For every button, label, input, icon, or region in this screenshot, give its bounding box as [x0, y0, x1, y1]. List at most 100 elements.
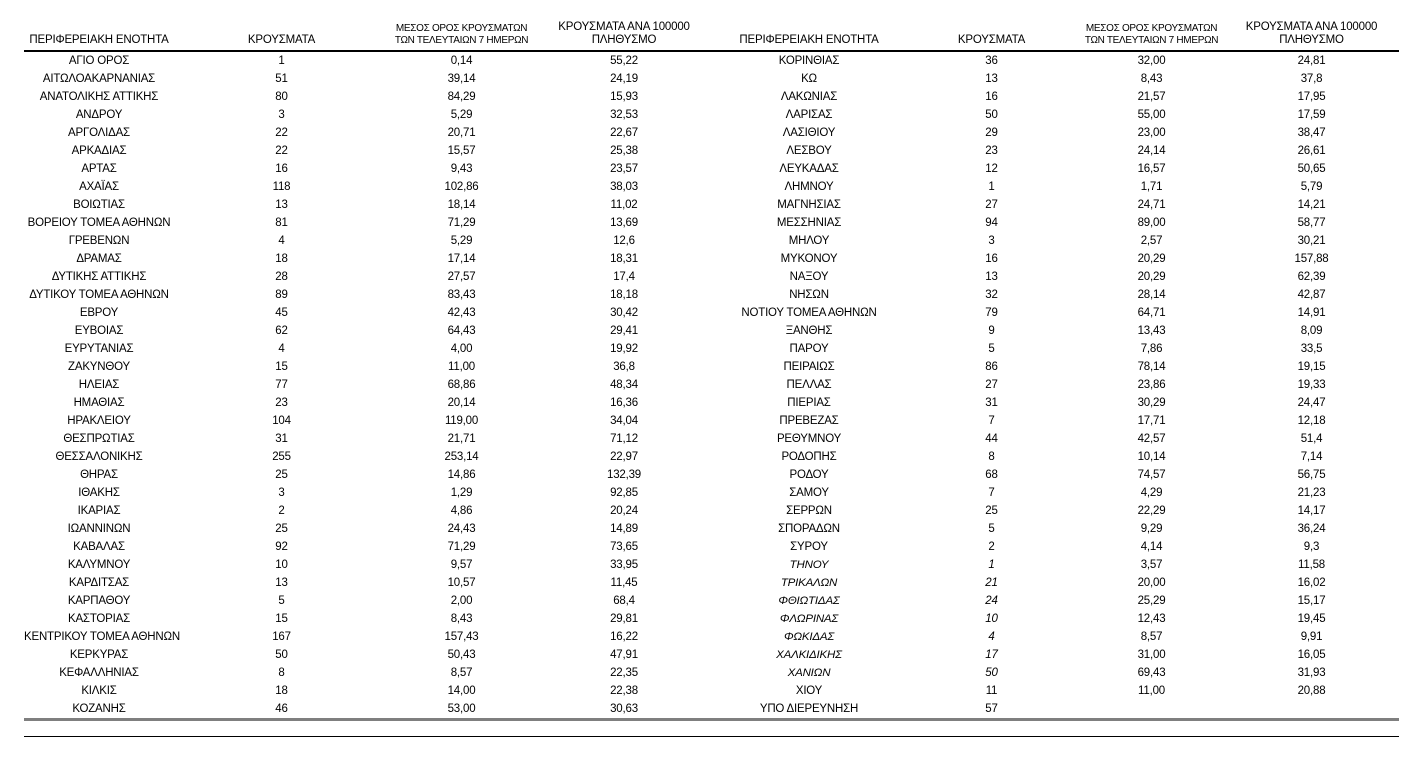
- table-row: ΑΓΙΟ ΟΡΟΣ 1 0,14 55,22 ΚΟΡΙΝΘΙΑΣ 36 32,00 24,81: [24, 51, 1399, 70]
- cell-per100k: 157,88: [1294, 253, 1329, 265]
- cell-region: ΛΑΣΙΘΙΟΥ: [782, 127, 836, 139]
- cell-cases: 31: [985, 397, 998, 409]
- cell-cases: 167: [272, 631, 291, 643]
- table-row: ΑΝΑΤΟΛΙΚΗΣ ΑΤΤΙΚΗΣ 80 84,29 15,93 ΛΑΚΩΝΙΑΣ 16…: [24, 88, 1399, 106]
- cell-region: ΛΕΥΚΑΔΑΣ: [779, 163, 839, 175]
- cell-per100k: 22,38: [610, 685, 638, 697]
- cell-avg7: 42,57: [1137, 433, 1166, 445]
- col-header-per100k-left-line2: ΠΛΗΘΥΣΜΟ: [591, 34, 657, 46]
- table-row: ΚΙΛΚΙΣ 18 14,00 22,38 ΧΙΟΥ 11 11,00 20,88: [24, 682, 1399, 700]
- cell-cases: 7: [988, 415, 995, 427]
- table-row: ΙΚΑΡΙΑΣ 2 4,86 20,24 ΣΕΡΡΩΝ 25 22,29 14,17: [24, 502, 1399, 520]
- cell-region: ΙΩΑΝΝΙΝΩΝ: [67, 523, 131, 535]
- cell-avg7: 12,43: [1137, 613, 1166, 625]
- cell-avg7: 8,57: [1140, 631, 1163, 643]
- cell-cases: 44: [985, 433, 998, 445]
- cell-avg7: 4,00: [450, 343, 473, 355]
- cell-cases: 3: [278, 109, 285, 121]
- cell-avg7: 15,57: [447, 145, 476, 157]
- cell-avg7: 11,00: [1138, 685, 1165, 697]
- cell-per100k: 24,47: [1297, 397, 1326, 409]
- cell-avg7: 25,29: [1137, 595, 1166, 607]
- cell-cases: 7: [988, 487, 995, 499]
- cell-region: ΚΑΡΔΙΤΣΑΣ: [68, 577, 130, 589]
- cell-cases: 25: [275, 523, 288, 535]
- cell-avg7: 69,43: [1137, 667, 1166, 679]
- cell-avg7: [1079, 700, 1224, 721]
- cell-per100k: 73,65: [610, 541, 638, 553]
- cell-avg7: 13,43: [1137, 325, 1166, 337]
- cell-per100k: 92,85: [610, 487, 638, 499]
- cell-avg7: 3,57: [1140, 559, 1163, 571]
- cell-region: ΤΗΝΟΥ: [789, 559, 829, 571]
- cell-region: ΠΑΡΟΥ: [789, 343, 829, 355]
- cell-avg7: 20,29: [1137, 253, 1166, 265]
- cell-region: ΧΑΝΙΩΝ: [787, 667, 831, 679]
- cell-cases: 25: [275, 469, 288, 481]
- cell-cases: 27: [985, 199, 998, 211]
- cell-cases: 118: [272, 181, 291, 193]
- cell-per100k: 20,24: [610, 505, 638, 517]
- cell-avg7: 32,00: [1137, 55, 1166, 67]
- table-row: ΕΥΒΟΙΑΣ 62 64,43 29,41 ΞΑΝΘΗΣ 9 13,43 8,09: [24, 322, 1399, 340]
- cell-cases: 50: [985, 109, 998, 121]
- cell-per100k: 11,45: [610, 577, 638, 589]
- cell-region: ΚΑΛΥΜΝΟΥ: [67, 559, 131, 571]
- cell-avg7: 253,14: [444, 451, 479, 463]
- cell-avg7: 5,29: [450, 109, 473, 121]
- cell-region: ΛΕΣΒΟΥ: [786, 145, 832, 157]
- cell-cases: 50: [275, 649, 288, 661]
- cell-cases: 86: [985, 361, 998, 373]
- cell-avg7: 119,00: [444, 415, 479, 427]
- cell-cases: 27: [985, 379, 998, 391]
- table-row: ΚΑΒΑΛΑΣ 92 71,29 73,65 ΣΥΡΟΥ 2 4,14 9,3: [24, 538, 1399, 556]
- cell-cases: 81: [275, 217, 288, 229]
- cell-per100k: 18,31: [610, 253, 638, 265]
- cell-per100k: 17,95: [1297, 91, 1326, 103]
- table-row: ΖΑΚΥΝΘΟΥ 15 11,00 36,8 ΠΕΙΡΑΙΩΣ 86 78,14 19,15: [24, 358, 1399, 376]
- cell-region: ΚΕΦΑΛΛΗΝΙΑΣ: [59, 667, 139, 679]
- cell-per100k: 42,87: [1297, 289, 1326, 301]
- cell-avg7: 8,43: [450, 613, 473, 625]
- cell-per100k: 47,91: [610, 649, 638, 661]
- cell-region: ΚΟΖΑΝΗΣ: [24, 700, 174, 721]
- cell-region: ΗΛΕΙΑΣ: [78, 379, 120, 391]
- cell-region: ΑΡΤΑΣ: [81, 163, 117, 175]
- cell-per100k: 16,02: [1297, 577, 1326, 589]
- table-row: ΙΩΑΝΝΙΝΩΝ 25 24,43 14,89 ΣΠΟΡΑΔΩΝ 5 9,29 36,24: [24, 520, 1399, 538]
- cell-cases: 4: [988, 631, 995, 643]
- cell-cases: 11: [985, 685, 998, 697]
- cell-per100k: 19,33: [1297, 379, 1326, 391]
- cell-cases: 23: [985, 145, 998, 157]
- table-row: ΑΡΚΑΔΙΑΣ 22 15,57 25,38 ΛΕΣΒΟΥ 23 24,14 26,61: [24, 142, 1399, 160]
- cell-cases: 16: [985, 91, 998, 103]
- cell-per100k: 11,58: [1298, 559, 1325, 571]
- cell-avg7: 17,14: [447, 253, 476, 265]
- col-header-per100k-left-line1: ΚΡΟΥΣΜΑΤΑ ΑΝΑ 100000: [558, 21, 690, 33]
- cell-avg7: 78,14: [1137, 361, 1166, 373]
- cell-per100k: 13,69: [610, 217, 638, 229]
- cell-cases: 22: [275, 145, 288, 157]
- cell-avg7: 42,43: [447, 307, 476, 319]
- cell-per100k: 30,21: [1297, 235, 1326, 247]
- cell-per100k: 5,79: [1300, 181, 1323, 193]
- cell-cases: 15: [275, 361, 288, 373]
- cell-per100k: 14,17: [1297, 505, 1326, 517]
- cell-per100k: 9,3: [1303, 541, 1320, 553]
- cell-avg7: 23,86: [1137, 379, 1166, 391]
- cell-per100k: 34,04: [610, 415, 638, 427]
- cell-region: ΙΘΑΚΗΣ: [78, 487, 120, 499]
- cell-per100k: 26,61: [1297, 145, 1326, 157]
- cell-cases: 3: [988, 235, 995, 247]
- col-header-avg7-right-line2: ΤΩΝ ΤΕΛΕΥΤΑΙΩΝ 7 ΗΜΕΡΩΝ: [1084, 35, 1219, 46]
- table-row: ΒΟΡΕΙΟΥ ΤΟΜΕΑ ΑΘΗΝΩΝ 81 71,29 13,69 ΜΕΣΣΗΝΙΑ…: [24, 214, 1399, 232]
- table-row: ΗΜΑΘΙΑΣ 23 20,14 16,36 ΠΙΕΡΙΑΣ 31 30,29 24,47: [24, 394, 1399, 412]
- cell-avg7: 10,57: [447, 577, 476, 589]
- cell-region: ΡΟΔΟΥ: [789, 469, 829, 481]
- cell-avg7: 14,86: [447, 469, 476, 481]
- cell-region: ΑΡΓΟΛΙΔΑΣ: [68, 127, 130, 139]
- cell-region: ΦΛΩΡΙΝΑΣ: [779, 613, 839, 625]
- cell-region: ΚΕΝΤΡΙΚΟΥ ΤΟΜΕΑ ΑΘΗΝΩΝ: [24, 631, 180, 643]
- cell-cases: 5: [278, 595, 285, 607]
- cell-avg7: 5,29: [450, 235, 473, 247]
